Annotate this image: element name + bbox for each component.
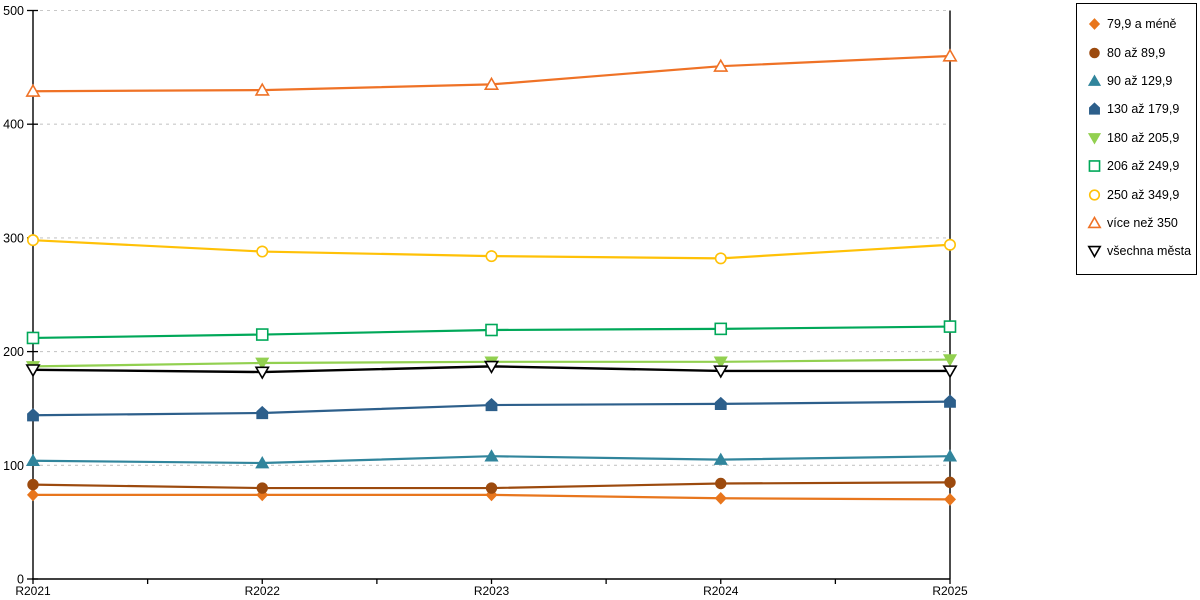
legend-item-7: více než 350 xyxy=(1086,209,1194,237)
square-icon xyxy=(485,323,498,337)
square-icon xyxy=(714,322,728,336)
circle-icon xyxy=(27,478,39,491)
chart-legend: 79,9 a méně 80 až 89,9 90 až 129,9 130 až 1… xyxy=(1076,3,1197,275)
triangle-down-icon xyxy=(942,365,958,379)
pentagon-icon xyxy=(1089,102,1100,116)
diamond-icon xyxy=(26,488,40,502)
y-tick-label: 400 xyxy=(3,118,24,132)
diamond-icon xyxy=(1088,18,1101,31)
triangle-down-icon xyxy=(25,364,41,378)
legend-item-5: 206 až 249,9 xyxy=(1086,152,1194,180)
legend-marker xyxy=(1089,47,1100,58)
triangle-up-icon xyxy=(254,82,270,96)
y-tick-label: 0 xyxy=(17,573,24,587)
y-tick-label: 500 xyxy=(3,4,24,18)
legend-label: 130 až 179,9 xyxy=(1107,102,1180,117)
pentagon-icon xyxy=(485,397,498,412)
triangle-down-icon xyxy=(483,360,500,374)
triangle-up-icon xyxy=(483,76,500,91)
square-icon xyxy=(255,328,269,341)
legend-label: 80 až 89,9 xyxy=(1107,45,1166,60)
legend-marker xyxy=(1087,74,1102,86)
legend-label: všechna města xyxy=(1107,244,1192,259)
legend-item-1: 80 až 89,9 xyxy=(1086,38,1194,66)
triangle-up-icon xyxy=(1087,215,1102,229)
y-tick-label: 300 xyxy=(3,231,24,245)
legend-label: více než 350 xyxy=(1107,215,1178,230)
pentagon-icon xyxy=(714,396,727,411)
legend-label: 250 až 349,9 xyxy=(1107,187,1180,202)
y-tick-label: 200 xyxy=(3,345,24,359)
square-icon xyxy=(943,320,957,333)
triangle-down-icon xyxy=(1087,246,1102,259)
circle-icon xyxy=(944,476,956,489)
triangle-up-icon xyxy=(25,83,41,97)
x-tick-label: R2025 xyxy=(932,584,968,598)
triangle-down-icon xyxy=(713,365,729,379)
triangle-down-icon xyxy=(713,356,728,369)
legend-marker xyxy=(1089,102,1100,116)
circle-icon xyxy=(256,482,268,494)
triangle-down-icon xyxy=(255,357,270,370)
y-tick-label: 100 xyxy=(3,459,24,473)
circle-icon xyxy=(26,234,39,247)
triangle-up-icon xyxy=(25,453,41,467)
legend-marker xyxy=(1087,132,1102,145)
legend-marker xyxy=(1088,18,1101,31)
legend-label: 90 až 129,9 xyxy=(1107,73,1173,88)
pentagon-icon xyxy=(27,408,39,422)
legend-item-4: 180 až 205,9 xyxy=(1086,124,1194,152)
triangle-up-icon xyxy=(713,452,728,465)
x-tick-label: R2023 xyxy=(474,584,510,598)
legend-marker xyxy=(1087,215,1102,229)
legend-marker xyxy=(1087,246,1102,259)
diamond-icon xyxy=(943,493,957,506)
legend-item-3: 130 až 179,9 xyxy=(1086,95,1194,123)
pentagon-icon xyxy=(256,405,269,420)
legend-item-8: všechna města xyxy=(1086,237,1194,265)
circle-icon xyxy=(1088,188,1101,201)
square-icon xyxy=(1088,160,1101,173)
circle-icon xyxy=(485,482,498,494)
triangle-down-icon xyxy=(254,366,270,380)
triangle-up-icon xyxy=(255,456,270,469)
legend-marker xyxy=(1088,160,1101,173)
circle-icon xyxy=(715,477,727,490)
triangle-up-icon xyxy=(1087,74,1102,86)
triangle-down-icon xyxy=(942,354,958,367)
legend-item-0: 79,9 a méně xyxy=(1086,10,1194,38)
pentagon-icon xyxy=(944,394,956,408)
x-tick-label: R2021 xyxy=(15,584,51,598)
triangle-up-icon xyxy=(942,48,958,62)
legend-item-2: 90 až 129,9 xyxy=(1086,67,1194,95)
legend-label: 206 až 249,9 xyxy=(1107,159,1180,174)
circle-icon xyxy=(485,250,498,263)
circle-icon xyxy=(943,238,956,251)
legend-marker xyxy=(1088,188,1101,201)
triangle-down-icon xyxy=(1087,132,1102,145)
triangle-up-icon xyxy=(942,449,958,462)
diamond-icon xyxy=(714,491,727,505)
legend-item-6: 250 až 349,9 xyxy=(1086,180,1194,208)
legend-label: 79,9 a méně xyxy=(1107,17,1177,32)
legend-label: 180 až 205,9 xyxy=(1107,130,1180,145)
circle-icon xyxy=(1089,47,1100,58)
circle-icon xyxy=(256,245,269,258)
triangle-up-icon xyxy=(713,58,729,72)
triangle-up-icon xyxy=(484,449,499,462)
square-icon xyxy=(26,331,40,345)
x-tick-label: R2024 xyxy=(703,584,739,598)
x-tick-label: R2022 xyxy=(245,584,281,598)
circle-icon xyxy=(714,252,727,265)
